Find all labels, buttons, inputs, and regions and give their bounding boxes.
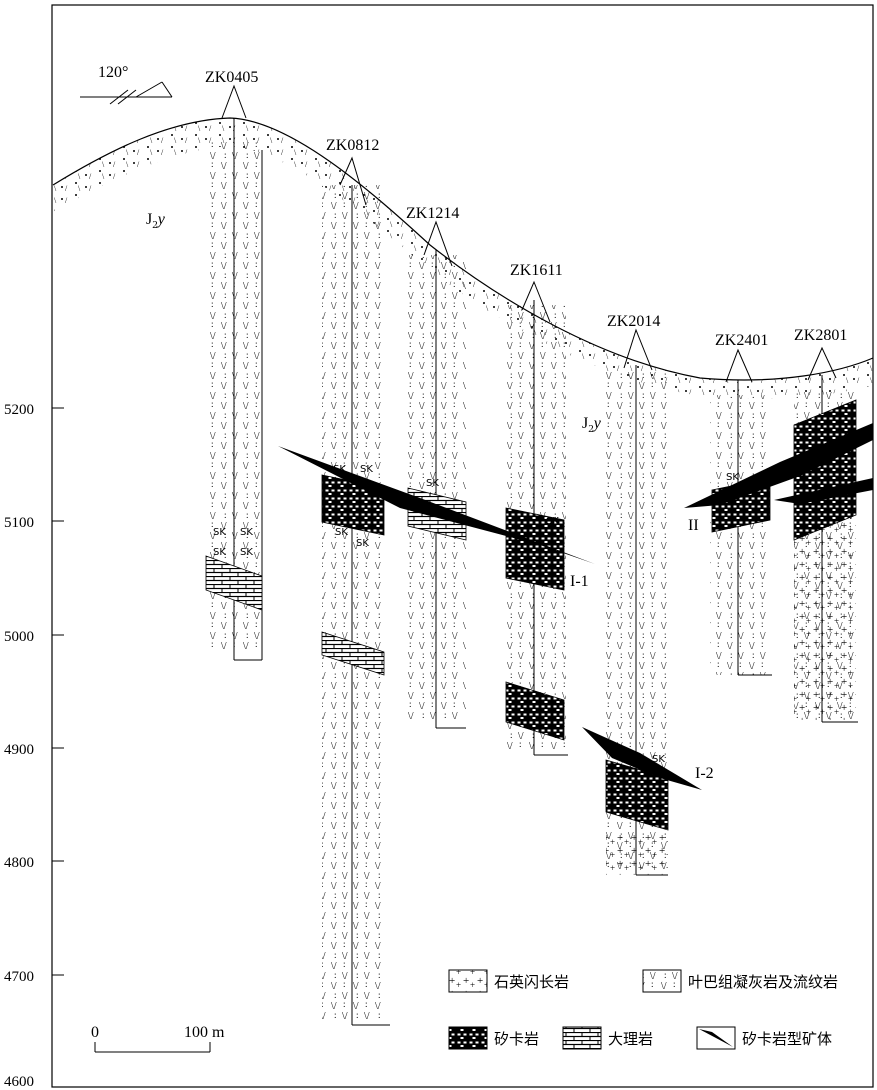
drillhole-label-ZK1611: ZK1611 [510, 262, 563, 279]
ore-body-II-upper [684, 423, 873, 508]
sk-tag: SK [213, 547, 226, 558]
legend-item-skarn-ore: 矽卡岩型矿体 [696, 1026, 832, 1050]
formation-label-lower: J2y [582, 415, 602, 435]
scale-bar-zero: 0 [91, 1024, 99, 1041]
ore-label-I-2: I-2 [695, 765, 714, 782]
legend-item-marble: 大理岩 [562, 1026, 653, 1050]
sk-tag: SK [546, 516, 559, 527]
legend-label-skarn: 矽卡岩 [494, 1030, 539, 1048]
sk-tag: SK [726, 472, 739, 483]
legend-label-tuff-rhyolite: 叶巴组凝灰岩及流纹岩 [688, 973, 838, 991]
elev-tick-5000: 5000 [4, 629, 34, 645]
legend-label-quartz-diorite: 石英闪长岩 [494, 973, 569, 991]
formation-label-upper: J2y [146, 211, 166, 231]
drillhole-ZK1611: ZK1611 [504, 262, 568, 756]
drillhole-label-ZK0405: ZK0405 [205, 69, 258, 86]
elev-tick-5200: 5200 [4, 402, 34, 418]
elev-tick-5100: 5100 [4, 515, 34, 531]
ore-label-I-1: I-1 [570, 573, 589, 590]
drillhole-label-ZK2801: ZK2801 [794, 327, 847, 344]
ore-body-II-lower [774, 478, 873, 504]
elev-tick-4800: 4800 [4, 855, 34, 871]
legend-label-marble: 大理岩 [608, 1030, 653, 1048]
elev-tick-4700: 4700 [4, 969, 34, 985]
sk-tag: SK [240, 527, 253, 538]
legend-item-skarn: 矽卡岩 [448, 1026, 539, 1050]
drillhole-ZK0812: ZK0812 [322, 137, 390, 1026]
sk-tag: SK [240, 547, 253, 558]
legend-item-quartz-diorite: 石英闪长岩 [448, 969, 569, 993]
elevation-axis: 5200 5100 5000 4900 4800 4700 4600 [4, 402, 64, 1090]
ore-bodies: I-1 I-2 II [278, 423, 873, 790]
ore-label-II: II [688, 517, 699, 534]
map-frame [51, 4, 874, 1088]
sk-tag: SK [426, 478, 439, 489]
orientation-symbol: 120° [80, 64, 173, 105]
legend-item-tuff-rhyolite: 叶巴组凝灰岩及流纹岩 [642, 969, 838, 993]
elev-tick-4900: 4900 [4, 742, 34, 758]
drillhole-ZK2401: ZK2401 [710, 332, 772, 676]
drillhole-label-ZK2014: ZK2014 [607, 313, 660, 330]
sk-tag: SK [360, 464, 373, 475]
scale-bar-length: 100 m [184, 1024, 225, 1041]
sk-tag: SK [213, 527, 226, 538]
orientation-label: 120° [98, 64, 128, 81]
drillhole-label-ZK2401: ZK2401 [715, 332, 768, 349]
sk-tag: SK [335, 527, 348, 538]
ore-body-I-1 [278, 446, 595, 564]
drillhole-label-ZK0812: ZK0812 [326, 137, 379, 154]
drillhole-ZK1214: ZK1214 [406, 205, 466, 729]
drillhole-label-ZK1214: ZK1214 [406, 205, 459, 222]
legend-label-skarn-ore: 矽卡岩型矿体 [742, 1030, 832, 1048]
legend: 石英闪长岩 叶巴组凝灰岩及流纹岩 矽卡岩 大理岩 矽卡岩型矿体 [448, 969, 838, 1050]
sk-tag: SK [652, 754, 665, 765]
scale-bar: 0 100 m [91, 1024, 225, 1053]
surface-tuff-band [53, 118, 873, 399]
elev-tick-4600: 4600 [4, 1074, 34, 1090]
topographic-surface [52, 117, 874, 381]
sk-tag: SK [356, 538, 369, 549]
skarn-tags: SK SK SK SK SK SK SK SK SK SK SK SK [213, 464, 739, 765]
ore-body-I-2 [582, 727, 702, 790]
